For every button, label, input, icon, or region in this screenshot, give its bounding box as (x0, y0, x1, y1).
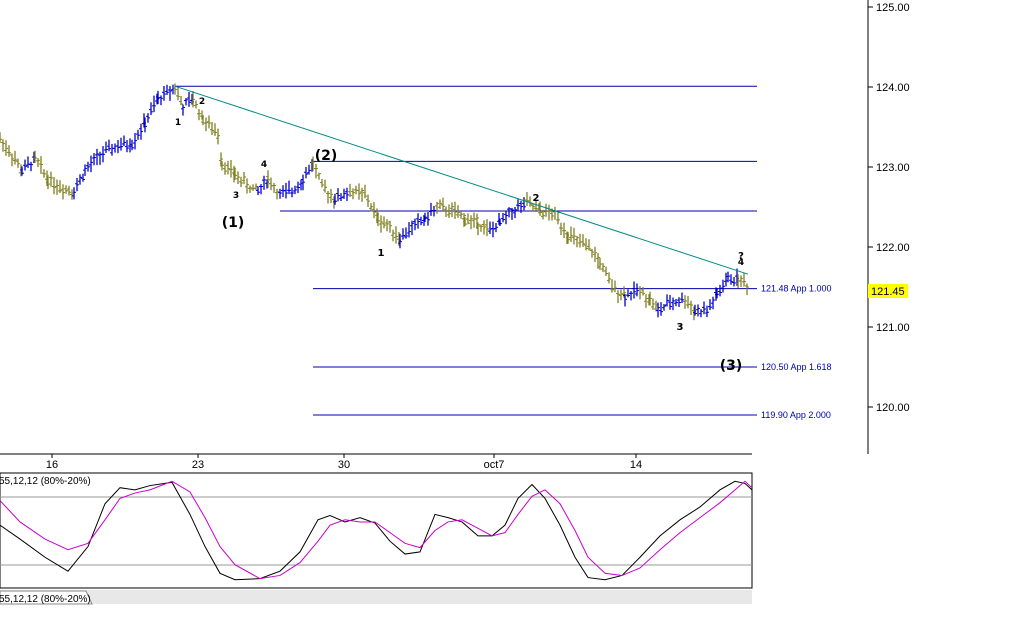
price-tick-label: 125.00 (876, 2, 910, 14)
wave-label: (2) (315, 148, 338, 164)
fib-levels: 121.48 App 1.000 120.50 App 1.618 119.90 A… (175, 85, 832, 420)
indicator-tab-strip (0, 590, 752, 604)
wave-label: 4 (261, 160, 267, 170)
stochastic-title: 55,12,12 (80%-20%) (0, 476, 91, 487)
stochastic-frame (0, 472, 753, 589)
indicator-tab[interactable] (0, 590, 93, 605)
indicator-tab-label: 55,12,12 (80%-20%) (0, 594, 91, 605)
current-price-tag: 121.45 (868, 284, 908, 298)
price-tick-label: 124.00 (876, 82, 910, 94)
wave-label: (3) (720, 358, 743, 374)
trendline (174, 85, 749, 275)
date-tick-label: 14 (630, 459, 642, 471)
wave-label: 3 (677, 322, 684, 333)
wave-label: (1) (222, 215, 245, 231)
date-tick-label: oct7 (484, 459, 505, 471)
fib-level-label: 121.48 App 1.000 (761, 284, 832, 294)
wave-label: 1 (175, 118, 181, 128)
current-price-label: 121.45 (871, 286, 905, 298)
wave-label: 3 (233, 191, 239, 201)
wave-labels: 1 2 3 4 (1) (2) 1 2 3 4? (3) (175, 97, 744, 374)
wave-label: 4 (738, 258, 744, 268)
date-tick-label: 16 (46, 459, 58, 471)
wave-label: 2 (533, 193, 540, 204)
price-tick-label: 122.00 (876, 242, 910, 254)
price-tick-label: 120.00 (876, 402, 910, 414)
wave-label: ? (738, 251, 744, 262)
price-axis: 125.00 124.00 123.00 122.00 121.00 120.00 (868, 2, 910, 414)
date-tick-label: 23 (192, 459, 204, 471)
date-axis: 16 23 30 oct7 14 (0, 453, 752, 471)
price-tick-label: 123.00 (876, 162, 910, 174)
fib-level-label: 119.90 App 2.000 (761, 410, 831, 420)
stochastic-k-line (0, 480, 753, 581)
stochastic-d-line (0, 480, 753, 580)
stochastic-panel: 55,12,12 (80%-20%) 55,12,12 (80%-20%) (0, 472, 753, 605)
ohlc-bars (0, 83, 749, 321)
wave-label: 1 (378, 248, 385, 259)
wave-label: 2 (199, 97, 205, 107)
fib-level-label: 120.50 App 1.618 (761, 362, 832, 372)
date-tick-label: 30 (338, 459, 350, 471)
price-tick-label: 121.00 (876, 322, 910, 334)
